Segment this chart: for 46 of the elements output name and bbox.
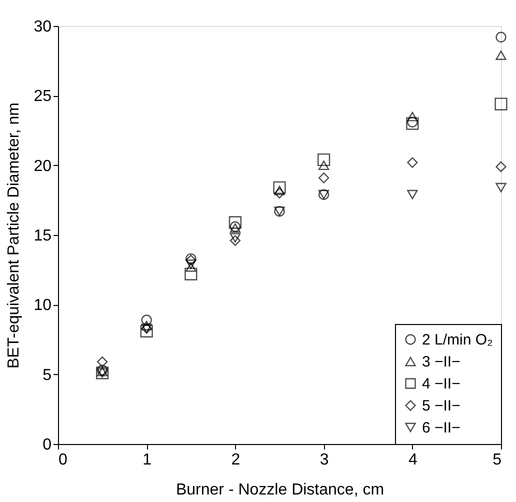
x-tick-label: 4 <box>408 452 418 468</box>
point <box>496 161 506 172</box>
point <box>318 172 330 184</box>
x-tick-label: 0 <box>58 452 68 468</box>
legend-label: 3 −II− <box>422 354 461 370</box>
point <box>407 157 418 168</box>
x-tick-label: 1 <box>142 452 152 468</box>
point <box>228 216 242 229</box>
y-tick-label: 0 <box>42 436 52 454</box>
y-tick-label: 25 <box>34 88 52 106</box>
y-tick-label: 5 <box>42 366 52 384</box>
point <box>96 356 108 368</box>
y-tick-label: 15 <box>34 228 52 244</box>
point <box>496 32 506 42</box>
point <box>274 186 285 196</box>
legend-label: 4 −II− <box>422 376 461 392</box>
point <box>186 262 196 272</box>
x-tick-label: 3 <box>320 452 329 468</box>
point <box>140 324 153 338</box>
x-tick-label: 5 <box>492 452 502 468</box>
point <box>496 50 506 60</box>
point <box>318 153 330 166</box>
point <box>406 117 419 130</box>
y-tick-label: 30 <box>34 18 52 36</box>
point <box>407 190 418 200</box>
x-axis-title: Burner - Nozzle Distance, cm <box>176 482 384 498</box>
point <box>230 235 241 246</box>
point <box>141 320 152 330</box>
point <box>273 181 286 194</box>
point <box>407 116 418 128</box>
point <box>184 268 198 280</box>
point <box>186 260 196 269</box>
legend-label: 5 −II− <box>422 398 461 414</box>
legend-label: 6 −II− <box>422 420 461 436</box>
point <box>494 98 508 110</box>
y-tick-label: 10 <box>34 297 52 314</box>
point <box>407 112 418 122</box>
point <box>496 182 506 192</box>
point <box>318 160 330 170</box>
point <box>141 314 152 326</box>
y-axis-title: BET-equivalent Particle Diameter, nm <box>6 102 23 368</box>
point <box>274 188 285 199</box>
point <box>230 233 241 242</box>
x-tick-label: 2 <box>231 452 240 468</box>
legend-label: 2 L/min O₂ <box>422 332 494 348</box>
y-tick-label: 20 <box>34 158 52 175</box>
